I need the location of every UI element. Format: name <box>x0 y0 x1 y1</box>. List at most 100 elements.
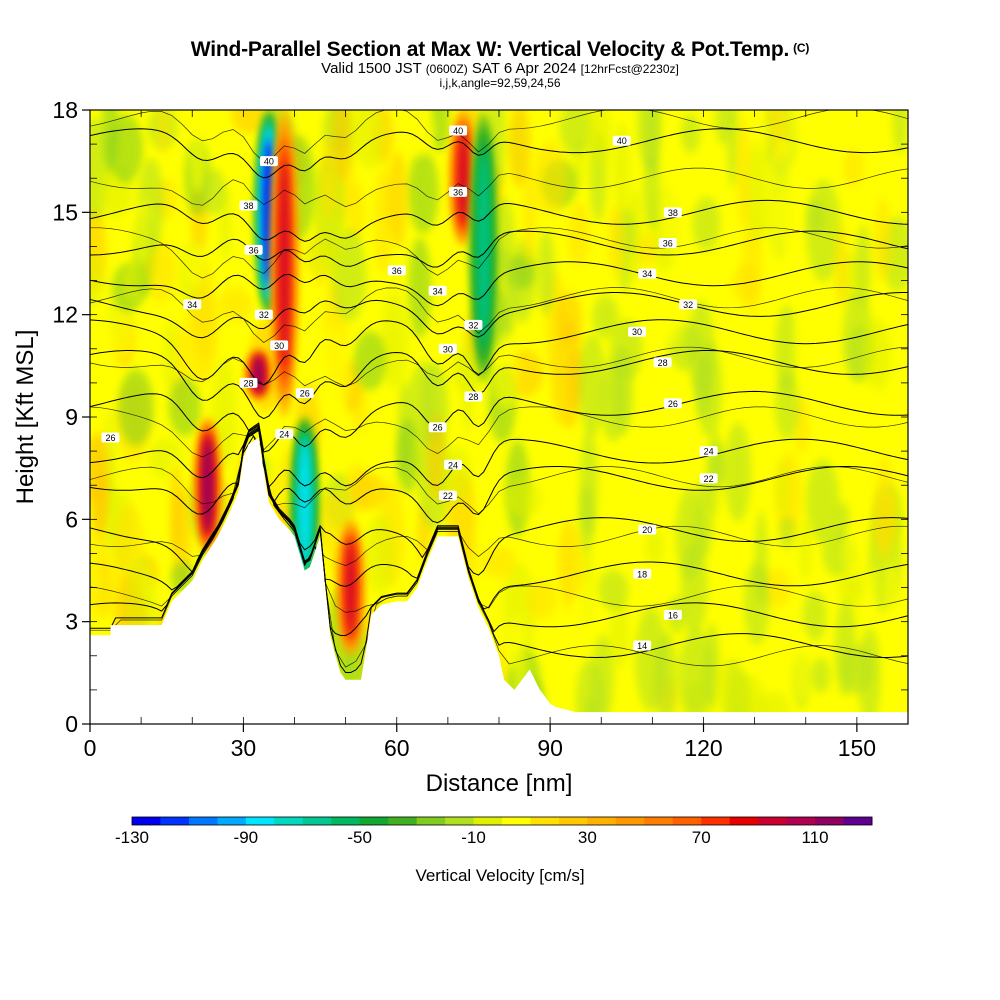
colorbar-swatch <box>388 817 418 825</box>
theta-contour-label: 36 <box>658 238 677 249</box>
colorbar-swatch <box>132 817 161 825</box>
theta-inline-label: 32 <box>254 309 273 320</box>
svg-text:28: 28 <box>658 358 668 368</box>
colorbar-swatch <box>786 817 816 825</box>
colorbar-swatch <box>445 817 475 825</box>
subtitle-forecast: [12hrFcst@2230z] <box>580 62 679 76</box>
theta-inline-label: 36 <box>387 265 406 276</box>
theta-inline-label: 38 <box>239 200 258 211</box>
theta-contour-label: 34 <box>638 268 657 279</box>
svg-text:36: 36 <box>663 239 673 249</box>
colorbar-tick-label: 110 <box>802 828 829 847</box>
svg-text:36: 36 <box>453 187 463 197</box>
svg-text:14: 14 <box>637 641 647 651</box>
colorbar-tick-label: -10 <box>461 828 486 847</box>
theta-contour-line <box>90 434 908 515</box>
theta-contour-label: 32 <box>679 299 698 310</box>
theta-contour-label: 40 <box>612 135 631 146</box>
theta-contour-line <box>90 167 908 208</box>
chart-title-mark: (C) <box>793 41 810 55</box>
svg-text:32: 32 <box>259 310 269 320</box>
theta-inline-label: 26 <box>101 432 120 443</box>
y-tick-label: 18 <box>52 97 78 123</box>
colorbar-tick-label: -130 <box>115 828 149 847</box>
svg-text:38: 38 <box>243 201 253 211</box>
theta-contour-line <box>90 128 908 179</box>
svg-text:40: 40 <box>453 126 463 136</box>
potential-temperature-contours <box>90 110 908 673</box>
theta-contour-line <box>90 230 908 268</box>
theta-contour-line <box>90 427 908 610</box>
theta-inline-label: 40 <box>449 125 468 136</box>
svg-text:32: 32 <box>468 320 478 330</box>
svg-text:26: 26 <box>433 423 443 433</box>
y-tick-label: 12 <box>52 302 78 328</box>
theta-inline-label: 24 <box>443 459 462 470</box>
svg-text:28: 28 <box>468 392 478 402</box>
svg-text:30: 30 <box>274 341 284 351</box>
colorbar-swatch <box>245 817 275 825</box>
svg-text:26: 26 <box>300 389 310 399</box>
theta-contour-line <box>90 406 908 458</box>
svg-text:24: 24 <box>279 430 289 440</box>
theta-contour-label: 28 <box>653 357 672 368</box>
svg-text:24: 24 <box>704 447 714 457</box>
svg-text:40: 40 <box>617 136 627 146</box>
chart-title: Wind-Parallel Section at Max W: Vertical… <box>0 38 1000 62</box>
colorbar-swatch <box>558 817 588 825</box>
theta-inline-label: 30 <box>438 343 457 354</box>
theta-inline-label: 24 <box>275 429 294 440</box>
theta-inline-label: 26 <box>428 422 447 433</box>
svg-text:20: 20 <box>642 525 652 535</box>
y-tick-label: 6 <box>65 506 78 532</box>
theta-contour-label: 18 <box>633 568 652 579</box>
y-tick-label: 3 <box>65 609 78 635</box>
theta-contour-line <box>90 199 908 242</box>
svg-text:36: 36 <box>392 266 402 276</box>
colorbar-swatch <box>331 817 361 825</box>
theta-contour-label: 14 <box>633 640 652 651</box>
colorbar-swatch <box>672 817 702 825</box>
svg-text:32: 32 <box>683 300 693 310</box>
theta-inline-label: 30 <box>270 340 289 351</box>
colorbar-swatch <box>359 817 389 825</box>
theta-contour-line <box>90 423 908 488</box>
colorbar-swatch <box>302 817 332 825</box>
contour-labels: 14 16 18 20 22 24 26 28 30 32 34 36 38 40 26 34 36 38 40 32… <box>101 125 718 651</box>
svg-text:26: 26 <box>668 399 678 409</box>
y-tick-label: 15 <box>52 199 78 225</box>
velocity-plume <box>469 110 498 383</box>
theta-inline-label: 22 <box>438 490 457 501</box>
colorbar-swatch <box>274 817 304 825</box>
theta-inline-label: 32 <box>464 319 483 330</box>
colorbar-swatch <box>815 817 845 825</box>
theta-inline-label: 28 <box>464 391 483 402</box>
svg-text:22: 22 <box>443 491 453 501</box>
svg-text:16: 16 <box>668 610 678 620</box>
theta-inline-label: 34 <box>183 299 202 310</box>
theta-contour-line <box>90 428 908 636</box>
theta-contour-line <box>90 434 908 567</box>
colorbar-swatch <box>473 817 503 825</box>
x-tick-label: 60 <box>384 735 410 761</box>
theta-contour-label: 30 <box>628 326 647 337</box>
colorbar-tick-label: 30 <box>578 828 597 847</box>
velocity-plume <box>193 417 222 554</box>
svg-text:28: 28 <box>243 378 253 388</box>
theta-inline-label: 36 <box>449 186 468 197</box>
theta-inline-label: 26 <box>295 388 314 399</box>
x-tick-label: 150 <box>838 735 876 761</box>
theta-contour-line <box>90 426 908 576</box>
theta-contour-line <box>90 346 908 387</box>
colorbar-swatch <box>701 817 731 825</box>
theta-contour-line <box>90 424 908 524</box>
subtitle-date: SAT 6 Apr 2024 <box>471 60 577 77</box>
colorbar-title: Vertical Velocity [cm/s] <box>415 866 584 885</box>
theta-contour-label: 22 <box>699 473 718 484</box>
svg-text:34: 34 <box>433 286 443 296</box>
theta-contour-line <box>90 227 908 279</box>
theta-inline-label: 28 <box>239 377 258 388</box>
colorbar-swatch <box>502 817 531 825</box>
